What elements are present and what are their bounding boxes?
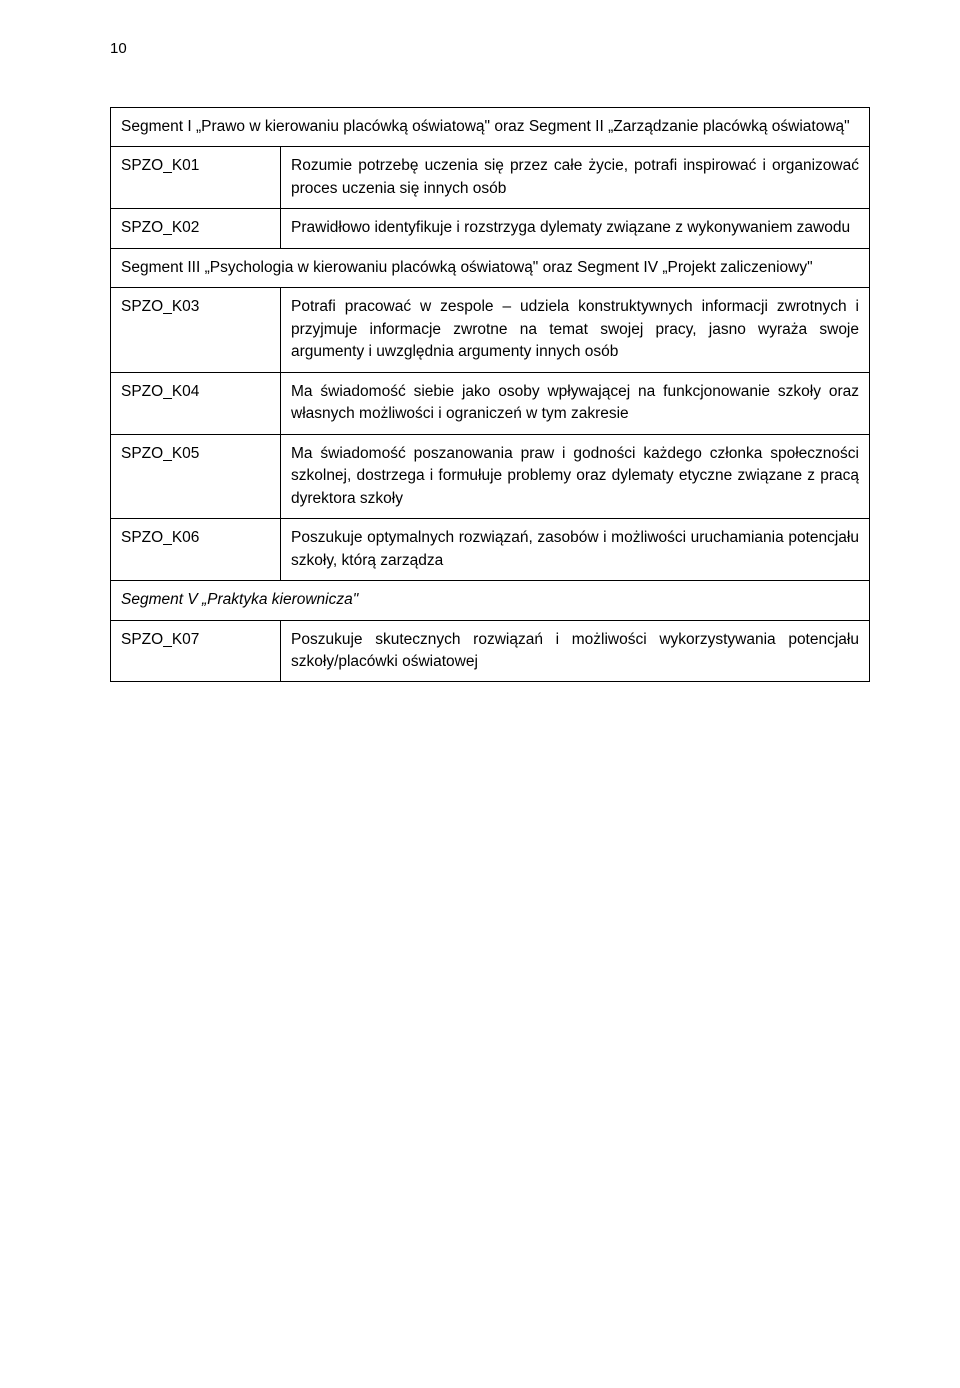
desc-cell: Potrafi pracować w zespole – udziela kon… — [281, 288, 870, 372]
code-cell: SPZO_K06 — [111, 519, 281, 581]
table-row: SPZO_K06 Poszukuje optymalnych rozwiązań… — [111, 519, 870, 581]
section3-header: Segment V „Praktyka kierownicza" — [111, 581, 870, 620]
page-number: 10 — [110, 40, 870, 57]
desc-cell: Rozumie potrzebę uczenia się przez całe … — [281, 147, 870, 209]
desc-cell: Ma świadomość siebie jako osoby wpływają… — [281, 372, 870, 434]
code-cell: SPZO_K01 — [111, 147, 281, 209]
table-row: SPZO_K03 Potrafi pracować w zespole – ud… — [111, 288, 870, 372]
desc-cell: Ma świadomość poszanowania praw i godnoś… — [281, 434, 870, 518]
code-cell: SPZO_K07 — [111, 620, 281, 682]
outcomes-table: Segment I „Prawo w kierowaniu placówką o… — [110, 107, 870, 682]
document-page: 10 Segment I „Prawo w kierowaniu placówk… — [0, 0, 960, 742]
desc-cell: Poszukuje optymalnych rozwiązań, zasobów… — [281, 519, 870, 581]
code-cell: SPZO_K05 — [111, 434, 281, 518]
table-row: SPZO_K02 Prawidłowo identyfikuje i rozst… — [111, 209, 870, 248]
table-row: SPZO_K01 Rozumie potrzebę uczenia się pr… — [111, 147, 870, 209]
desc-cell: Prawidłowo identyfikuje i rozstrzyga dyl… — [281, 209, 870, 248]
table-row: SPZO_K04 Ma świadomość siebie jako osoby… — [111, 372, 870, 434]
section1-header: Segment I „Prawo w kierowaniu placówką o… — [111, 108, 870, 147]
code-cell: SPZO_K04 — [111, 372, 281, 434]
section-footer-row: Segment III „Psychologia w kierowaniu pl… — [111, 248, 870, 287]
desc-cell: Poszukuje skutecznych rozwiązań i możliw… — [281, 620, 870, 682]
table-row: SPZO_K05 Ma świadomość poszanowania praw… — [111, 434, 870, 518]
section1-footer: Segment III „Psychologia w kierowaniu pl… — [111, 248, 870, 287]
section-header-row: Segment I „Prawo w kierowaniu placówką o… — [111, 108, 870, 147]
code-cell: SPZO_K02 — [111, 209, 281, 248]
section-header-row: Segment V „Praktyka kierownicza" — [111, 581, 870, 620]
code-cell: SPZO_K03 — [111, 288, 281, 372]
table-row: SPZO_K07 Poszukuje skutecznych rozwiązań… — [111, 620, 870, 682]
